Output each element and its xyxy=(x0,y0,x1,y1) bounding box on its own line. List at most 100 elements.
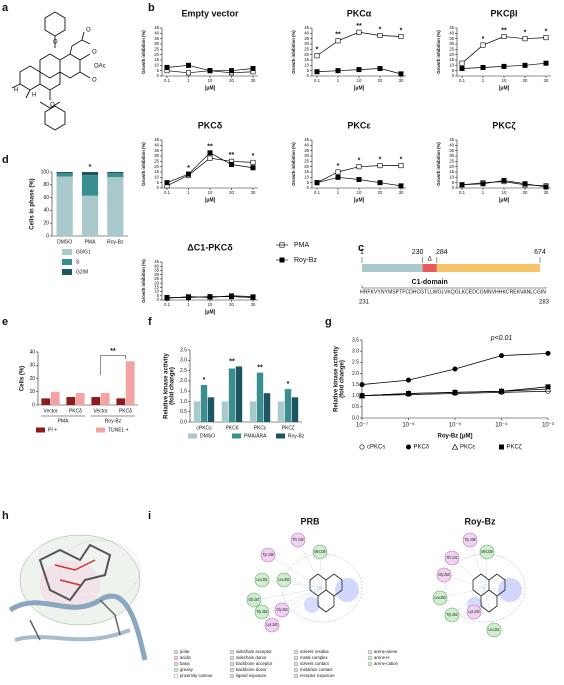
y-axis-label: Relative kinase activity xyxy=(334,345,340,411)
y-tick-label: 35 xyxy=(449,36,454,41)
legend-label: G0/G1 xyxy=(76,249,91,255)
x-tick-label: PKCδ xyxy=(225,425,238,431)
y-tick-label: 0 xyxy=(46,233,49,239)
bar-segment xyxy=(81,175,99,196)
residue xyxy=(444,550,460,566)
residue-label: Lys 240 xyxy=(469,609,480,614)
x-tick-label: 10⁻⁴ xyxy=(495,422,508,429)
y-tick-label: 5 xyxy=(307,180,310,185)
legend-label: Roy-Bz xyxy=(288,433,305,439)
ligand-exposure xyxy=(304,597,320,613)
marker xyxy=(377,32,383,38)
y-tick-label: 0 xyxy=(307,185,310,190)
bar xyxy=(291,397,299,422)
bar xyxy=(66,397,76,405)
marker xyxy=(186,62,192,68)
y-tick-label: 30 xyxy=(304,153,309,158)
significance: * xyxy=(358,158,361,165)
position-label: 1 xyxy=(360,249,364,256)
y-tick-label: 0 xyxy=(32,402,35,408)
marker xyxy=(451,443,459,450)
y-tick-label: 15 xyxy=(304,57,309,62)
panel-label: c xyxy=(358,242,364,254)
x-tick-label: 20 xyxy=(523,190,528,195)
interaction xyxy=(297,539,323,589)
marker xyxy=(164,180,170,186)
x-tick-label: PKCε xyxy=(254,425,267,431)
marker xyxy=(314,53,320,59)
legend-swatch xyxy=(62,249,72,255)
legend-symbol xyxy=(229,667,235,673)
panel-label: b xyxy=(148,2,155,14)
y-tick-label: 10 xyxy=(29,389,35,395)
residue xyxy=(260,547,276,563)
legend-label: DMSO xyxy=(200,433,215,439)
interaction xyxy=(451,557,486,589)
significance: * xyxy=(379,26,382,33)
panel-label: i xyxy=(148,510,151,522)
significance: * xyxy=(482,36,485,43)
diagram-title: PRB xyxy=(300,516,320,526)
y-tick-label: 5 xyxy=(452,68,455,73)
ligand xyxy=(472,573,506,613)
y-axis-label: Growth inhibition (%) xyxy=(291,142,296,186)
marker xyxy=(356,29,362,35)
y-tick-label: 2.5 xyxy=(352,360,359,366)
residue-label: Gly 253 xyxy=(277,607,288,612)
atom-label: H xyxy=(14,88,18,94)
marker xyxy=(186,70,192,76)
x-tick-label: 10 xyxy=(357,190,362,195)
y-axis-label: (fold change) xyxy=(340,360,346,398)
legend-symbol xyxy=(367,655,373,661)
y-axis-label: Cells (%) xyxy=(20,366,26,391)
y-axis-label: Growth inhibition (%) xyxy=(436,30,441,74)
x-tick-label: 1 xyxy=(187,302,190,307)
bar xyxy=(200,384,208,422)
bar-segment xyxy=(56,173,73,177)
legend-label: ligand exposure xyxy=(236,673,267,678)
legend-label: PMA xyxy=(294,242,310,249)
y-tick-label: 15 xyxy=(154,284,159,289)
y-tick-label: 45 xyxy=(304,25,309,30)
legend-swatch xyxy=(96,427,105,433)
x-axis-label: [μM] xyxy=(205,309,216,315)
legend-label: sidechain donor xyxy=(236,655,267,660)
significance: * xyxy=(89,164,92,171)
y-tick-label: 60 xyxy=(43,195,49,201)
y-tick-label: 25 xyxy=(304,158,309,163)
bar xyxy=(50,391,60,405)
position-label: 674 xyxy=(534,249,546,256)
marker xyxy=(377,180,383,186)
bar xyxy=(221,401,229,422)
legend-symbol xyxy=(293,655,299,661)
bar-segment xyxy=(81,172,99,176)
residue xyxy=(479,544,495,560)
marker xyxy=(250,66,256,72)
significance: ** xyxy=(257,364,263,371)
marker xyxy=(356,176,362,182)
y-tick-label: 10 xyxy=(154,289,159,294)
y-tick-label: 10 xyxy=(154,62,159,67)
delta: Δ xyxy=(428,257,432,263)
y-tick-label: 10 xyxy=(304,62,309,67)
chart-title: PKCα xyxy=(347,8,372,18)
y-tick-label: 35 xyxy=(304,36,309,41)
legend-label: PKCδ xyxy=(414,445,430,451)
y-tick-label: 40 xyxy=(304,142,309,147)
significance: * xyxy=(252,153,255,160)
panel-label: h xyxy=(2,510,9,522)
marker xyxy=(250,165,256,171)
significance: ** xyxy=(501,27,507,34)
marker xyxy=(398,71,404,77)
y-tick-label: 100 xyxy=(41,169,50,175)
legend-symbol xyxy=(173,673,179,679)
series-line xyxy=(316,31,402,57)
bar-segment xyxy=(107,177,124,236)
legend-swatch xyxy=(62,269,72,275)
residue-label: Leu 251 xyxy=(257,577,268,582)
significance: ** xyxy=(229,358,235,365)
residue-label: Gln 257 xyxy=(249,597,260,602)
domain-segment xyxy=(436,264,540,272)
y-tick-label: 15 xyxy=(154,57,159,62)
y-tick-label: 45 xyxy=(449,137,454,142)
